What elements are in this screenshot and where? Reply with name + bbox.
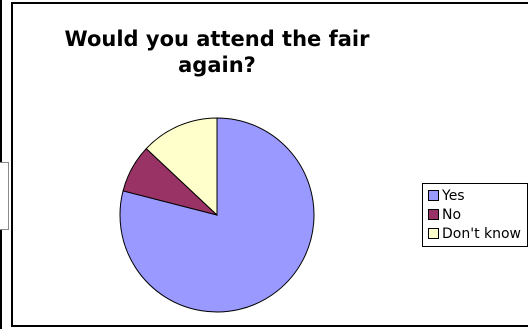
- chart-legend[interactable]: Yes No Don't know: [422, 183, 528, 247]
- legend-swatch-dont-know: [428, 228, 439, 239]
- chart-title: Would you attend the fair again?: [64, 27, 370, 77]
- legend-label-dont-know: Don't know: [442, 225, 522, 242]
- legend-swatch-yes: [428, 190, 439, 201]
- pie-slice-yes[interactable]: [119, 117, 315, 313]
- pie-slices: [119, 117, 315, 313]
- legend-item-dont-know: Don't know: [423, 224, 527, 243]
- legend-item-no: No: [423, 205, 527, 224]
- pie-slice-dont-know[interactable]: [145, 117, 218, 217]
- legend-label-no: No: [442, 206, 462, 223]
- legend-swatch-no: [428, 209, 439, 220]
- left-panel-tab[interactable]: [0, 162, 9, 230]
- legend-label-yes: Yes: [442, 187, 465, 204]
- legend-item-yes: Yes: [423, 186, 527, 205]
